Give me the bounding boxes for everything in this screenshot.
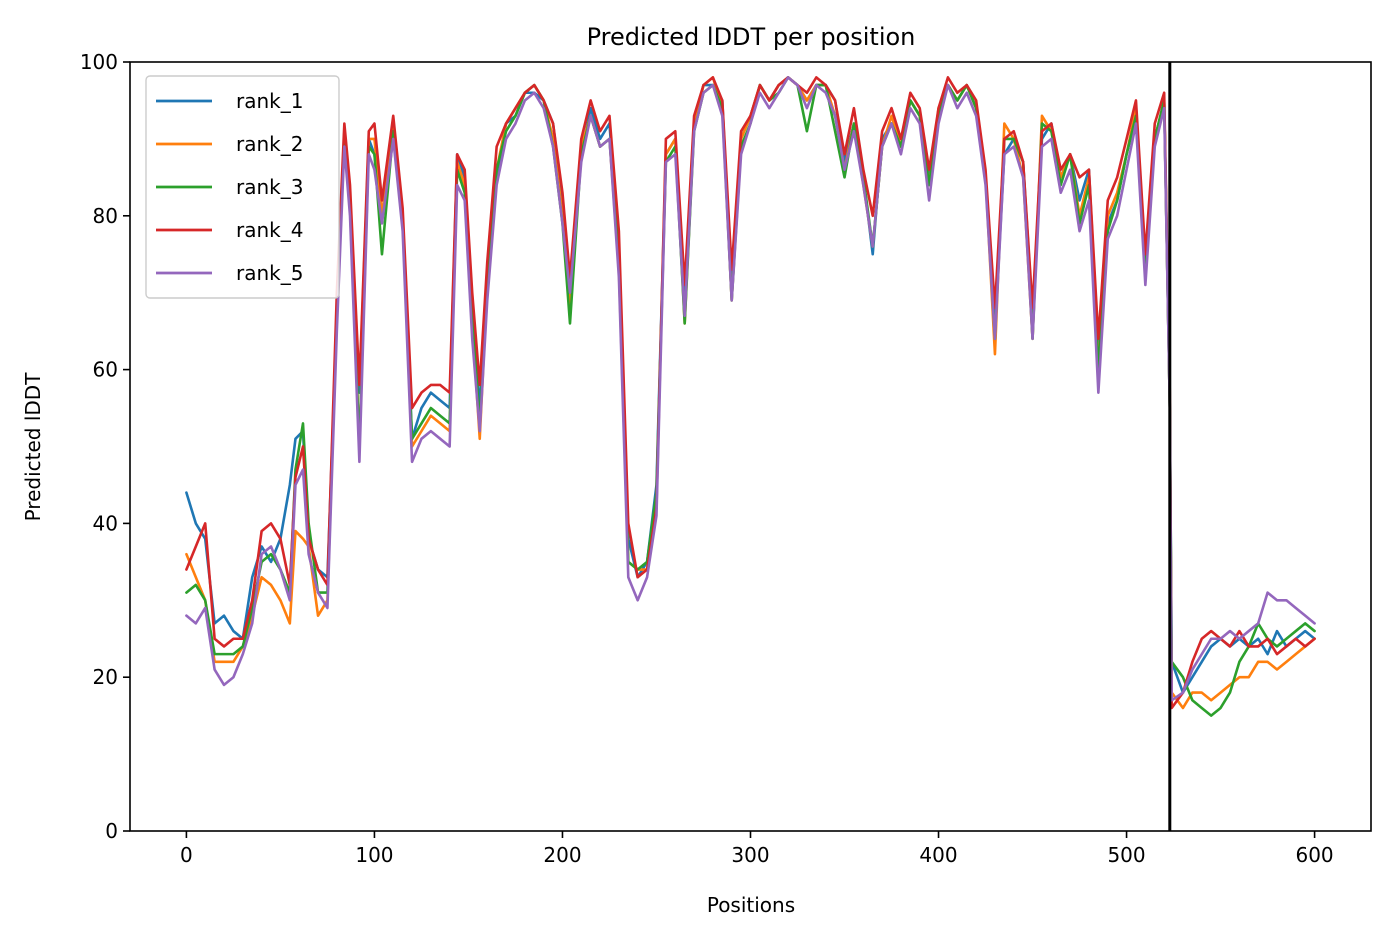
x-axis-ticks: 0 100 200 300 400 500 600 (180, 831, 1334, 867)
legend-label-rank-5: rank_5 (236, 261, 303, 285)
series-line-rank-5 (185, 76, 1316, 702)
series-layer (185, 76, 1316, 717)
y-tick-label: 80 (93, 204, 118, 228)
x-axis-label: Positions (707, 893, 795, 917)
x-tick-label: 500 (1107, 843, 1145, 867)
y-axis-ticks: 0 20 40 60 80 100 (80, 50, 130, 843)
legend-box (145, 75, 340, 299)
y-tick-label: 60 (93, 358, 118, 382)
legend: rank_1 rank_2 rank_3 rank_4 rank_5 (145, 75, 340, 299)
x-tick-label: 400 (919, 843, 957, 867)
y-axis-label: Predicted lDDT (21, 372, 45, 522)
legend-label-rank-1: rank_1 (236, 89, 303, 113)
y-tick-label: 40 (93, 511, 118, 535)
x-tick-label: 600 (1295, 843, 1333, 867)
y-tick-label: 20 (93, 665, 118, 689)
legend-label-rank-3: rank_3 (236, 175, 303, 199)
x-tick-label: 200 (543, 843, 581, 867)
legend-label-rank-2: rank_2 (236, 132, 303, 156)
y-tick-label: 0 (105, 819, 118, 843)
x-tick-label: 300 (731, 843, 769, 867)
chart-title: Predicted lDDT per position (587, 23, 916, 51)
y-tick-label: 100 (80, 50, 118, 74)
x-tick-label: 0 (180, 843, 193, 867)
legend-label-rank-4: rank_4 (236, 218, 303, 242)
x-tick-label: 100 (355, 843, 393, 867)
